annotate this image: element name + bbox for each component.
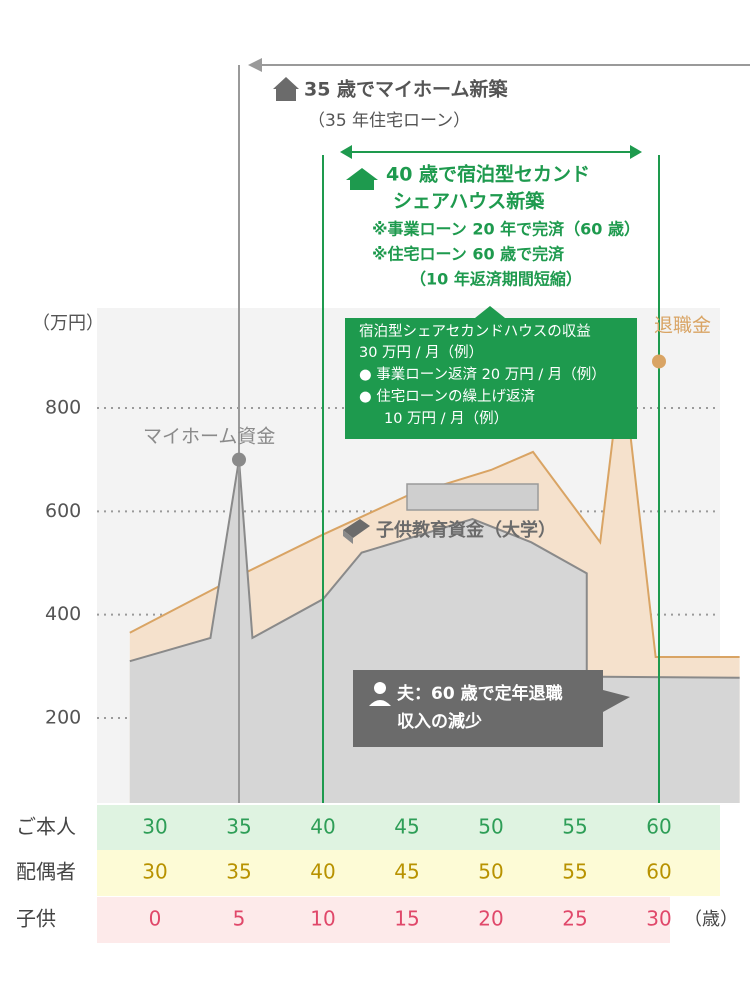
book-icon xyxy=(343,519,370,538)
marker-label-home-fund: マイホーム資金 xyxy=(143,426,275,448)
row-label: 子供 xyxy=(16,907,56,931)
row-value: 45 xyxy=(394,815,419,839)
gray-callout-box xyxy=(353,670,630,747)
green-info-line: 30 万円 / 月（例） xyxy=(359,344,483,361)
home-title: 35 歳でマイホーム新築 xyxy=(304,78,508,101)
row-value: 35 xyxy=(226,815,251,839)
education-block xyxy=(406,483,539,511)
row-value: 40 xyxy=(310,860,335,884)
row-value: 50 xyxy=(478,815,503,839)
y-tick-label: 200 xyxy=(45,707,81,729)
row-value: 30 xyxy=(646,907,671,931)
row-background xyxy=(97,850,720,896)
y-tick-label: 400 xyxy=(45,603,81,625)
marker-point xyxy=(232,452,246,467)
row-value: 0 xyxy=(149,907,162,931)
row-label: 配偶者 xyxy=(16,860,76,884)
share-note-3: （10 年返済期間短縮） xyxy=(410,270,582,289)
row-value: 15 xyxy=(394,907,419,931)
row-value: 30 xyxy=(142,815,167,839)
gray-callout-line-2: 収入の減少 xyxy=(397,711,482,732)
share-arrow-head-right xyxy=(630,145,642,159)
green-info-line: ● 住宅ローンの繰上げ返済 xyxy=(359,388,536,405)
share-title-1: 40 歳で宿泊型セカンド xyxy=(386,163,590,186)
green-info-box xyxy=(345,306,637,439)
y-tick-label: 600 xyxy=(45,500,81,522)
line-savings_gray xyxy=(129,459,740,679)
green-info-line: 宿泊型シェアセカンドハウスの収益 xyxy=(359,323,591,340)
y-tick-label: 800 xyxy=(45,396,81,418)
person-icon-body xyxy=(369,700,391,706)
marker-label-retirement: 退職金 xyxy=(654,315,711,337)
book-icon-side xyxy=(343,530,353,544)
education-label: 子供教育資金（大学） xyxy=(376,519,556,541)
marker-point xyxy=(652,354,666,369)
row-value: 20 xyxy=(478,907,503,931)
row-value: 55 xyxy=(562,860,587,884)
row-value: 40 xyxy=(310,815,335,839)
row-value: 60 xyxy=(646,860,671,884)
age-unit-label: （歳） xyxy=(684,909,738,930)
row-value: 45 xyxy=(394,860,419,884)
row-value: 10 xyxy=(310,907,335,931)
row-value: 60 xyxy=(646,815,671,839)
row-value: 30 xyxy=(142,860,167,884)
share-note-1: ※事業ローン 20 年で完済（60 歳） xyxy=(372,220,640,239)
share-note-2: ※住宅ローン 60 歳で完済 xyxy=(372,245,565,264)
share-house-icon xyxy=(346,168,378,190)
row-value: 55 xyxy=(562,815,587,839)
line-income_band_tan xyxy=(129,361,740,659)
green-info-line: ● 事業ローン返済 20 万円 / 月（例） xyxy=(359,366,606,383)
row-value: 5 xyxy=(233,907,246,931)
green-info-line: 10 万円 / 月（例） xyxy=(384,410,508,427)
share-title-2: シェアハウス新築 xyxy=(393,190,545,213)
row-value: 25 xyxy=(562,907,587,931)
person-icon-head xyxy=(374,682,386,694)
row-label: ご本人 xyxy=(16,815,76,839)
y-axis-unit-label: （万円） xyxy=(32,313,104,334)
row-background xyxy=(97,897,670,943)
row-background xyxy=(97,805,720,851)
share-arrow-head-left xyxy=(340,145,352,159)
home-arrow-head xyxy=(248,58,262,72)
house-icon xyxy=(273,77,299,101)
row-value: 35 xyxy=(226,860,251,884)
gray-callout-line-1: 夫：60 歳で定年退職 xyxy=(397,683,563,704)
row-value: 50 xyxy=(478,860,503,884)
home-subtitle: （35 年住宅ローン） xyxy=(308,111,470,131)
